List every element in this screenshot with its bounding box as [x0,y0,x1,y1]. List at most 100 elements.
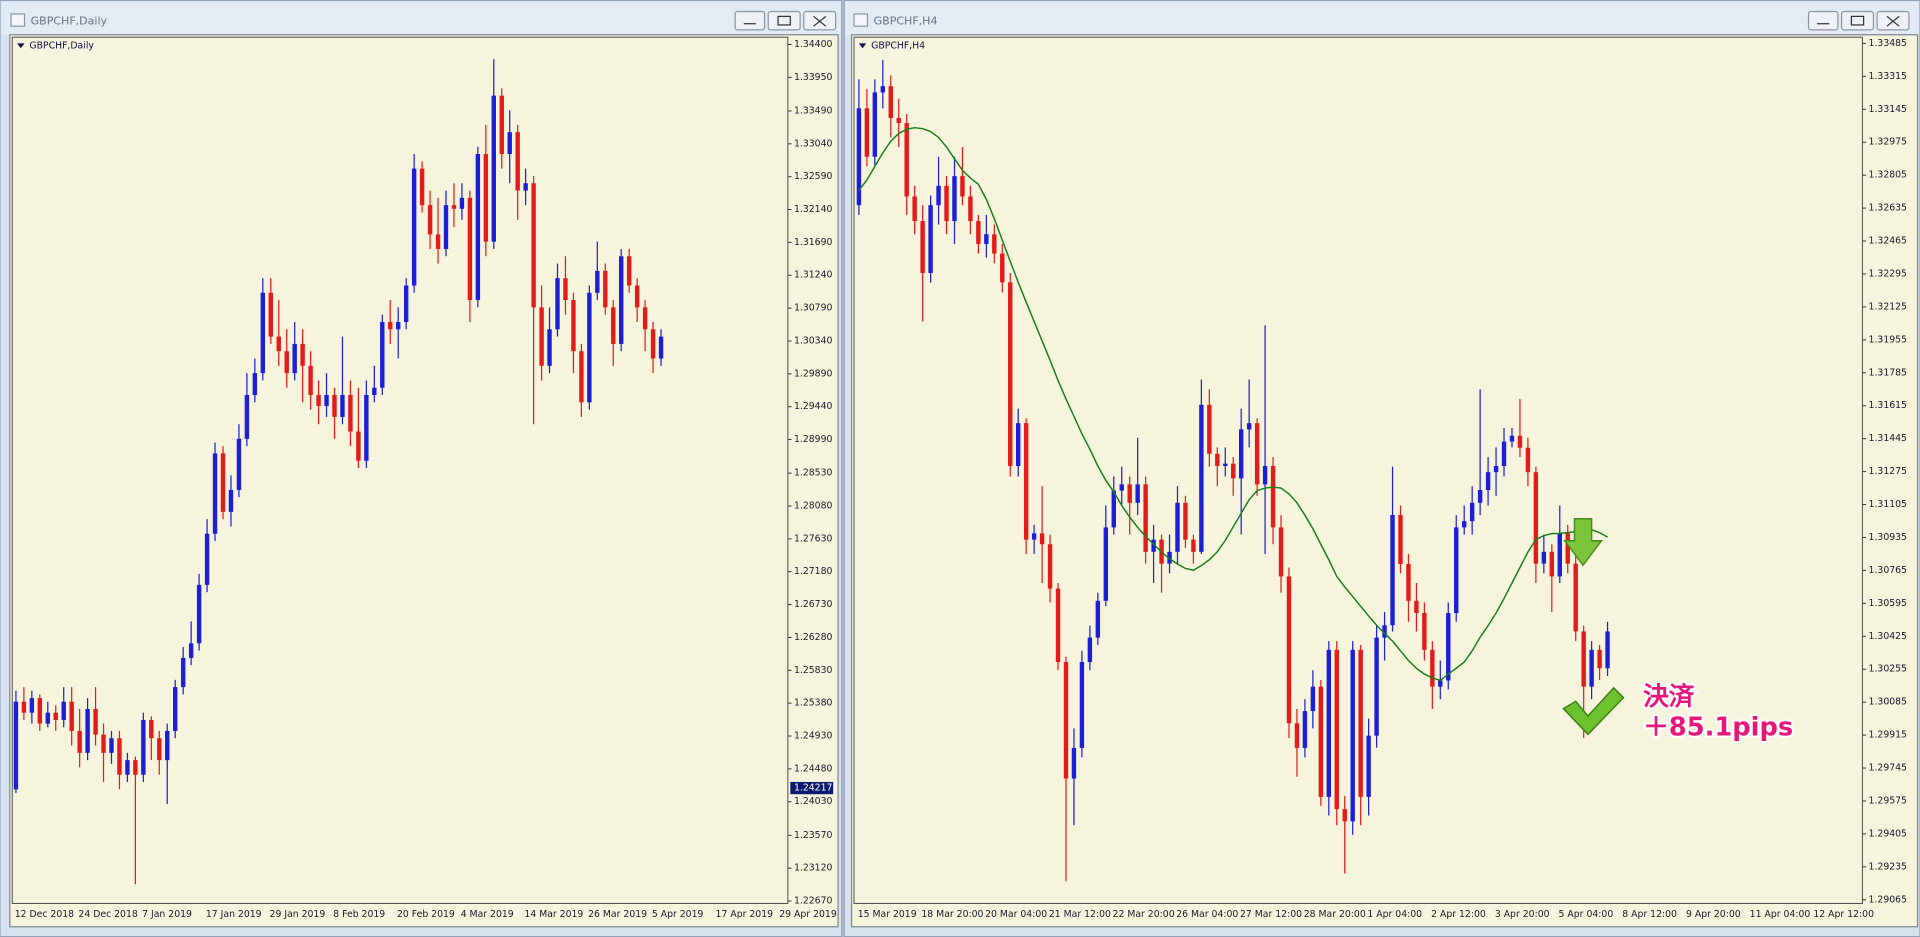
y-tick-label: 1.31105 [1869,499,1908,510]
candle-body [1095,600,1101,638]
candle-body [340,395,345,417]
x-tick-label: 12 Apr 12:00 [1813,909,1874,920]
candle-body [45,712,50,724]
candle-body [912,196,917,222]
candle-body [896,117,901,124]
minimize-button[interactable] [734,10,766,31]
x-tick-label: 26 Mar 04:00 [1176,909,1238,920]
y-tick-label: 1.31240 [794,270,833,281]
candle-body [880,86,886,93]
y-tick-label: 1.29235 [1869,861,1908,872]
candle-body [1430,649,1435,687]
y-tick-label: 1.31955 [1869,334,1908,345]
x-tick-label: 20 Mar 04:00 [985,909,1047,920]
candle-body [1199,404,1204,552]
candle-body [1055,588,1061,663]
x-tick-label: 29 Apr 2019 [779,909,837,920]
x-tick-label: 17 Jan 2019 [206,909,262,920]
chart-area [9,34,839,928]
y-tick-label: 1.32635 [1869,203,1908,214]
candle-body [1262,465,1268,485]
candle-body [904,123,909,197]
x-tick-label: 15 Mar 2019 [858,909,917,920]
candle-body [93,709,98,735]
candle-body [1414,600,1419,614]
x-tick-label: 17 Apr 2019 [716,909,774,920]
candle-body [1350,649,1355,822]
candle-body [1063,662,1069,779]
candle-body [356,431,361,461]
candle-body [85,709,90,753]
candle-body [872,92,878,157]
candle-body [587,292,592,403]
candle-body [1342,809,1347,822]
y-tick-label: 1.33315 [1869,71,1908,82]
x-tick-label: 5 Apr 2019 [652,909,704,920]
moving-average-line [858,126,1608,682]
candle-body [1015,423,1021,466]
candle-body [29,698,35,713]
y-tick-label: 1.24930 [794,731,833,742]
candle-body [451,205,457,209]
candle-body [992,234,997,254]
candle-body [268,292,273,337]
y-tick-label: 1.28080 [794,501,833,512]
candle-body [856,108,862,206]
candle-body [1143,484,1148,552]
candle-body [1246,423,1252,430]
y-tick-label: 1.24480 [794,763,833,774]
candle-body [571,300,576,352]
candle-body [1023,423,1029,540]
y-tick-label: 1.29405 [1869,828,1908,839]
x-tick-label: 7 Jan 2019 [142,909,192,920]
candle-body [459,197,465,209]
y-tick-label: 1.32590 [794,171,833,182]
y-tick-label: 1.32975 [1869,137,1908,148]
chart-menu-icon [858,43,867,49]
candle-body [1477,490,1483,503]
minimize-button[interactable] [1807,10,1839,31]
candle-body [117,738,122,775]
maximize-button[interactable] [1840,10,1875,31]
x-tick-label: 28 Mar 20:00 [1304,909,1366,920]
candle-body [252,373,258,396]
candle-body [1278,527,1284,577]
candle-body [1103,527,1109,601]
x-tick-label: 12 Dec 2018 [15,909,74,920]
candle-body [1270,465,1276,528]
candle-body [920,221,925,274]
candle-body [69,701,74,731]
candle-body [952,176,957,222]
y-tick-label: 1.33950 [794,72,833,83]
candle-body [196,584,202,644]
candle-body [220,453,226,512]
candle-body [1533,472,1539,564]
chart-marks: 1.34400 1.33950 1.33490 1.33040 1.32590 1.321… [13,38,1908,920]
candle-body [984,234,989,244]
candle-body [1557,533,1562,577]
candle-body [968,196,973,222]
maximize-button[interactable] [767,10,801,31]
window-title: GBPCHF,H4 [874,14,938,27]
y-tick-label: 1.26280 [794,632,833,643]
candle-body [348,395,353,432]
candle-body [1175,502,1180,552]
candle-body [1422,613,1427,650]
x-tick-label: 4 Mar 2019 [461,909,514,920]
candle-body [276,336,281,352]
candle-body [936,185,941,206]
candle-body [888,86,893,118]
candle-body [141,719,146,775]
candle-body [1581,631,1586,687]
candle-body [308,365,313,396]
y-tick-label: 1.31275 [1869,466,1908,477]
candle-body [864,108,870,157]
candle-body [388,321,393,330]
y-tick-label: 1.34400 [794,39,833,50]
y-tick-label: 1.29065 [1869,894,1908,905]
y-tick-label: 1.32465 [1869,236,1908,247]
y-tick-label: 1.23120 [794,863,833,874]
candle-body [1223,463,1228,466]
y-tick-label: 1.32140 [794,204,833,215]
